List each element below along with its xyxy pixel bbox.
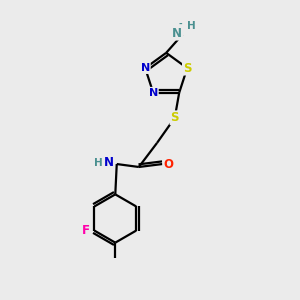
Text: O: O [163, 158, 173, 170]
Text: H: H [187, 21, 196, 31]
Text: N: N [172, 27, 182, 40]
Text: H: H [186, 21, 195, 31]
Text: S: S [170, 111, 179, 124]
Text: N: N [141, 63, 150, 73]
Text: N: N [148, 88, 158, 98]
Text: H: H [94, 158, 103, 168]
Text: -: - [178, 20, 182, 29]
Text: N: N [172, 28, 182, 38]
Text: N: N [103, 156, 113, 169]
Text: F: F [82, 224, 89, 237]
Text: S: S [183, 61, 191, 75]
